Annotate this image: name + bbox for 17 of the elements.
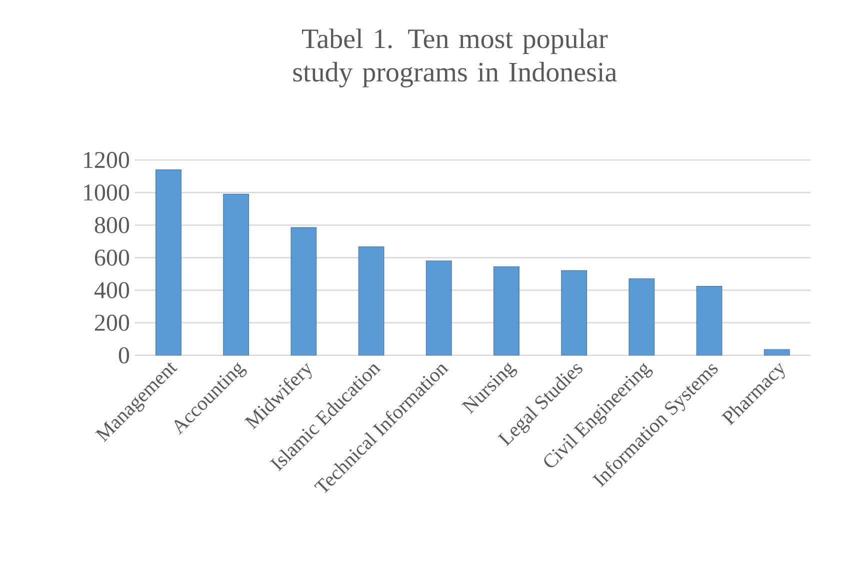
y-tick-label: 1200 — [84, 152, 130, 168]
chart-title: Tabel 1. Ten most popular study programs in Indonesia — [293, 28, 617, 88]
y-tick-label: 800 — [94, 217, 130, 234]
bar — [426, 260, 452, 356]
bar — [494, 266, 520, 356]
bar — [156, 169, 182, 356]
y-tick-label: 400 — [94, 282, 130, 298]
bar — [561, 270, 588, 356]
bar — [290, 227, 317, 356]
bar — [696, 286, 722, 356]
y-tick-label: 600 — [94, 250, 130, 266]
bar — [628, 278, 655, 356]
y-tick-label: 200 — [95, 314, 130, 331]
bar — [358, 246, 384, 356]
y-tick-label: 1000 — [84, 184, 130, 201]
bar — [223, 194, 250, 356]
y-tick-label: 0 — [118, 347, 130, 364]
